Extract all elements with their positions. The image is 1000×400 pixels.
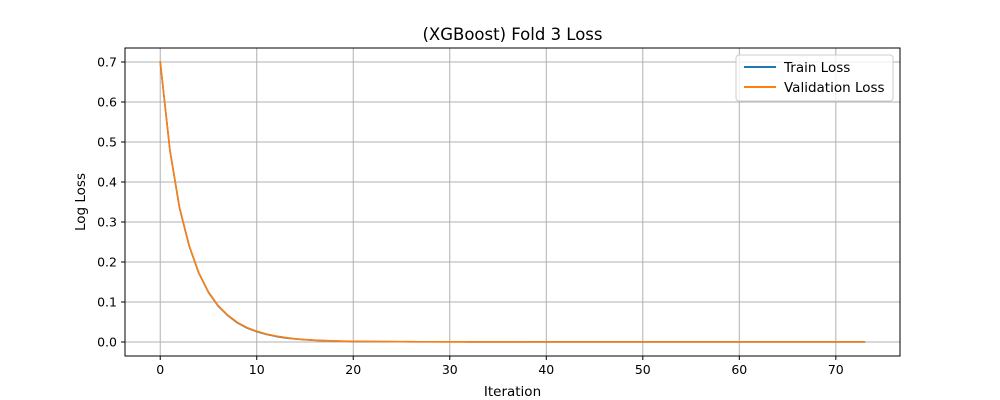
x-tick-label: 10 — [249, 362, 265, 377]
x-tick-label: 20 — [345, 362, 361, 377]
x-tick-label: 30 — [442, 362, 458, 377]
y-tick-label: 0.0 — [97, 335, 117, 350]
y-tick-label: 0.3 — [97, 215, 117, 230]
y-tick-label: 0.2 — [97, 255, 117, 270]
legend: Train Loss Validation Loss — [735, 54, 894, 102]
x-axis-label: Iteration — [484, 384, 541, 400]
y-axis-label: Log Loss — [73, 173, 89, 231]
x-axis: 0 10 20 30 40 50 60 70 — [156, 356, 844, 377]
y-tick-label: 0.7 — [97, 55, 117, 70]
chart-title: (XGBoost) Fold 3 Loss — [422, 25, 602, 44]
y-tick-label: 0.1 — [97, 295, 117, 310]
legend-label-validation: Validation Loss — [784, 80, 885, 96]
y-axis: 0.0 0.1 0.2 0.3 0.4 0.5 0.6 0.7 — [97, 55, 125, 350]
plot-frame — [124, 47, 901, 357]
y-tick-label: 0.6 — [97, 95, 117, 110]
y-tick-label: 0.5 — [97, 135, 117, 150]
x-tick-label: 0 — [156, 362, 164, 377]
x-tick-label: 70 — [828, 362, 844, 377]
x-tick-label: 40 — [538, 362, 554, 377]
y-tick-label: 0.4 — [97, 175, 117, 190]
x-tick-label: 60 — [731, 362, 747, 377]
validation-loss-line — [159, 60, 866, 343]
x-tick-label: 50 — [635, 362, 651, 377]
series-lines — [159, 60, 866, 343]
legend-label-train: Train Loss — [783, 60, 850, 76]
